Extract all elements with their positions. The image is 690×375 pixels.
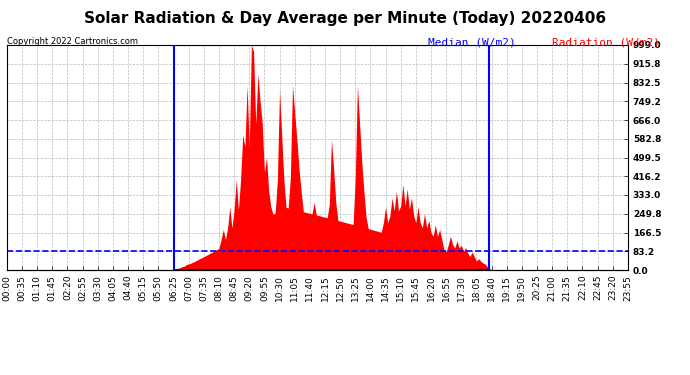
Text: Copyright 2022 Cartronics.com: Copyright 2022 Cartronics.com (7, 38, 138, 46)
Text: Median (W/m2): Median (W/m2) (428, 38, 515, 48)
Text: Radiation (W/m2): Radiation (W/m2) (552, 38, 660, 48)
Bar (173, 45, 489, 270)
Text: Solar Radiation & Day Average per Minute (Today) 20220406: Solar Radiation & Day Average per Minute… (84, 11, 606, 26)
